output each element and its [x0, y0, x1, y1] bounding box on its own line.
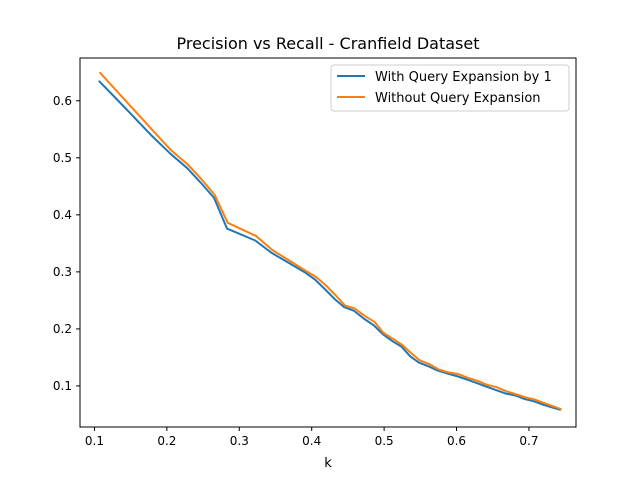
- x-tick-label: 0.4: [302, 434, 321, 448]
- series-line-without-expansion: [98, 71, 562, 411]
- x-axis-ticks: 0.1 0.2 0.3 0.4 0.5 0.6 0.7: [85, 427, 538, 448]
- x-tick-label: 0.6: [447, 434, 466, 448]
- y-axis-ticks: 0.1 0.2 0.3 0.4 0.5 0.6: [53, 94, 80, 393]
- series-line-with-expansion: [98, 80, 562, 411]
- y-tick-label: 0.4: [53, 208, 72, 222]
- x-axis-label: k: [324, 456, 332, 471]
- y-tick-label: 0.3: [53, 265, 72, 279]
- x-tick-label: 0.1: [85, 434, 104, 448]
- x-tick-label: 0.5: [375, 434, 394, 448]
- plot-frame: [79, 57, 577, 428]
- legend-box: [330, 64, 570, 112]
- y-tick-label: 0.1: [53, 379, 72, 393]
- x-tick-label: 0.3: [230, 434, 249, 448]
- x-tick-label: 0.2: [157, 434, 176, 448]
- y-tick-label: 0.6: [53, 94, 72, 108]
- chart-title: Precision vs Recall - Cranfield Dataset: [176, 34, 479, 53]
- y-tick-label: 0.5: [53, 151, 72, 165]
- y-tick-label: 0.2: [53, 322, 72, 336]
- legend-label-without-expansion: Without Query Expansion: [375, 91, 541, 106]
- x-tick-label: 0.7: [519, 434, 538, 448]
- legend: With Query Expansion by 1 Without Query …: [330, 64, 570, 112]
- plot-lines: [98, 71, 562, 411]
- legend-label-with-expansion: With Query Expansion by 1: [375, 70, 552, 85]
